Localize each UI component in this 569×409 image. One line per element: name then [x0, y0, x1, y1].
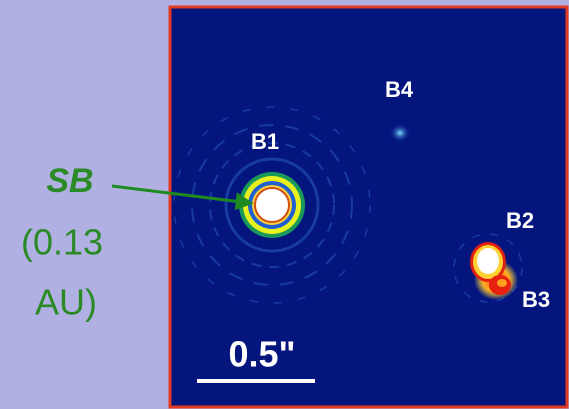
annotation-detail: AU) [35, 282, 97, 323]
label: B3 [522, 287, 550, 312]
label: B1 [251, 129, 279, 154]
scale-bar-label: 0.5" [228, 334, 295, 375]
star-b4 [390, 124, 410, 142]
annotation-name: SB [46, 162, 93, 200]
slide: B1 B2 B3 B4 0.5" SB (0.13 AU) [0, 0, 569, 409]
page: {"annotation": {"name": "SB", "detail_li… [0, 0, 569, 409]
label: B2 [506, 208, 534, 233]
label: B4 [385, 77, 414, 102]
annotation-detail: (0.13 [21, 222, 103, 263]
star-b1 [239, 172, 305, 238]
